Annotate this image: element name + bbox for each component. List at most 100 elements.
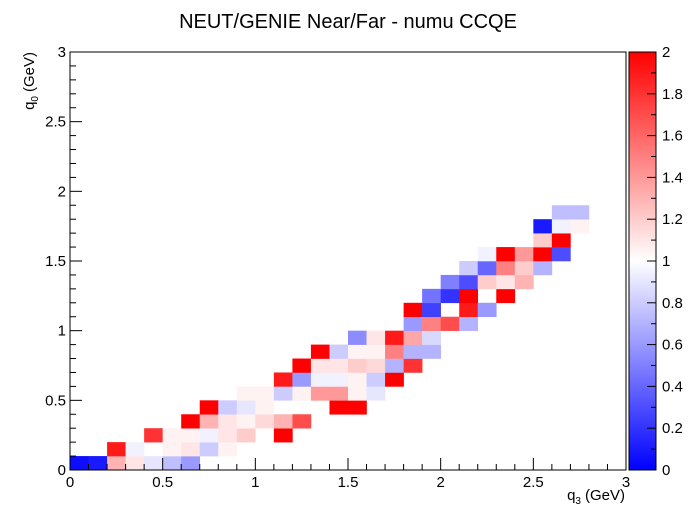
heatmap-cell (514, 261, 534, 276)
heatmap-cell (422, 302, 441, 318)
heatmap-cell (348, 372, 367, 387)
heatmap-cell (329, 372, 349, 387)
heatmap-cell (459, 288, 479, 304)
heatmap-cell (533, 219, 553, 234)
heatmap-cell (255, 414, 275, 429)
heatmap-cell (273, 428, 293, 443)
heatmap-cell (533, 233, 553, 248)
x-axis: 0 0.5 1 1.5 2 2.5 3 (66, 458, 630, 491)
heatmap-cell (551, 233, 571, 248)
heatmap-cell (125, 456, 145, 471)
heatmap-cell (348, 358, 367, 373)
heatmap-cell (403, 302, 423, 318)
heatmap-cell (459, 274, 479, 290)
heatmap-cell (310, 344, 330, 359)
z-tick-label: 0.2 (662, 420, 683, 437)
heatmap-cell (162, 442, 182, 457)
heatmap-cell (366, 330, 386, 345)
heatmap-cell (366, 372, 386, 387)
heatmap-cell (496, 247, 516, 262)
z-tick-label: 1.4 (662, 169, 683, 186)
z-tick-label: 0.6 (662, 337, 683, 354)
heatmap-cell (385, 344, 404, 359)
heatmap-cell (273, 386, 293, 401)
heatmap-cell (162, 428, 182, 443)
y-tick-label: 1 (58, 323, 66, 340)
heatmap-cell (570, 219, 590, 234)
z-tick-label: 1.8 (662, 86, 683, 103)
heatmap-cell (218, 400, 238, 415)
heatmap-cell (292, 386, 312, 401)
heatmap-cell (422, 344, 441, 359)
heatmap-cell (477, 261, 497, 276)
heatmap-cell (236, 428, 256, 443)
heatmap-cell (551, 205, 571, 220)
heatmap-cell (496, 261, 516, 276)
heatmap-cell (440, 288, 460, 304)
heatmap-cell (218, 442, 238, 457)
heatmap-cell (385, 330, 404, 345)
heatmap-cell (348, 344, 367, 359)
y-tick-label: 0.5 (45, 392, 66, 409)
x-axis-label: q3 (GeV) (567, 487, 625, 507)
heatmap-cell (273, 414, 293, 429)
heatmap-cell (514, 247, 534, 262)
heatmap-cell (107, 456, 126, 471)
x-tick-label: 2.5 (523, 474, 544, 491)
z-tick-label: 1.6 (662, 128, 683, 145)
heatmap-cell (199, 400, 219, 415)
heatmap-cell (107, 442, 126, 457)
heatmap-cell (366, 358, 386, 373)
heatmap-cells (70, 205, 590, 471)
heatmap-cell (236, 400, 256, 415)
heatmap-cell (329, 400, 349, 415)
heatmap-cell (310, 386, 330, 401)
heatmap-cell (533, 247, 553, 262)
heatmap-cell (440, 274, 460, 290)
heatmap-cell (366, 386, 386, 401)
heatmap-cell (477, 247, 497, 262)
z-tick-label: 1.2 (662, 211, 683, 228)
x-tick-label: 0.5 (152, 474, 173, 491)
heatmap-cell (440, 316, 460, 331)
heatmap-cell (181, 428, 201, 443)
heatmap-cell (403, 330, 423, 345)
z-tick-label: 2 (662, 44, 670, 61)
y-tick-label: 0 (58, 462, 66, 479)
heatmap-cell (459, 316, 479, 331)
color-scale-axis: 0 0.2 0.4 0.6 0.8 1 1.2 1.4 1.6 1.8 2 (647, 44, 683, 479)
x-tick-label: 2 (436, 474, 444, 491)
heatmap-cell (70, 456, 89, 471)
heatmap-cell (144, 428, 163, 443)
heatmap-cell (144, 456, 163, 471)
y-axis-label-main: q (21, 102, 38, 110)
x-axis-label-sub: 3 (575, 496, 581, 507)
heatmap-cell (422, 330, 441, 345)
heatmap-cell (218, 414, 238, 429)
x-axis-label-unit: (GeV) (585, 487, 625, 504)
heatmap-cell (348, 386, 367, 401)
heatmap-cell (551, 247, 571, 262)
heatmap-cell (477, 274, 497, 290)
heatmap-cell (329, 358, 349, 373)
heatmap-cell (181, 456, 201, 471)
z-tick-label: 0 (662, 462, 670, 479)
x-tick-label: 0 (66, 474, 74, 491)
heatmap-cell (218, 428, 238, 443)
heatmap-cell (236, 414, 256, 429)
z-tick-label: 0.4 (662, 378, 683, 395)
x-tick-label: 1.5 (338, 474, 359, 491)
heatmap-cell (329, 344, 349, 359)
y-tick-label: 3 (58, 44, 66, 61)
heatmap-cell (403, 344, 423, 359)
heatmap-cell (292, 358, 312, 373)
heatmap-cell (88, 456, 108, 471)
heatmap-cell (459, 302, 479, 318)
heatmap-cell (403, 358, 423, 373)
heatmap-cell (514, 274, 534, 290)
heatmap-cell (292, 414, 312, 429)
heatmap-cell (255, 400, 275, 415)
y-tick-label: 1.5 (45, 253, 66, 270)
heatmap-cell (533, 261, 553, 276)
y-tick-label: 2.5 (45, 114, 66, 131)
